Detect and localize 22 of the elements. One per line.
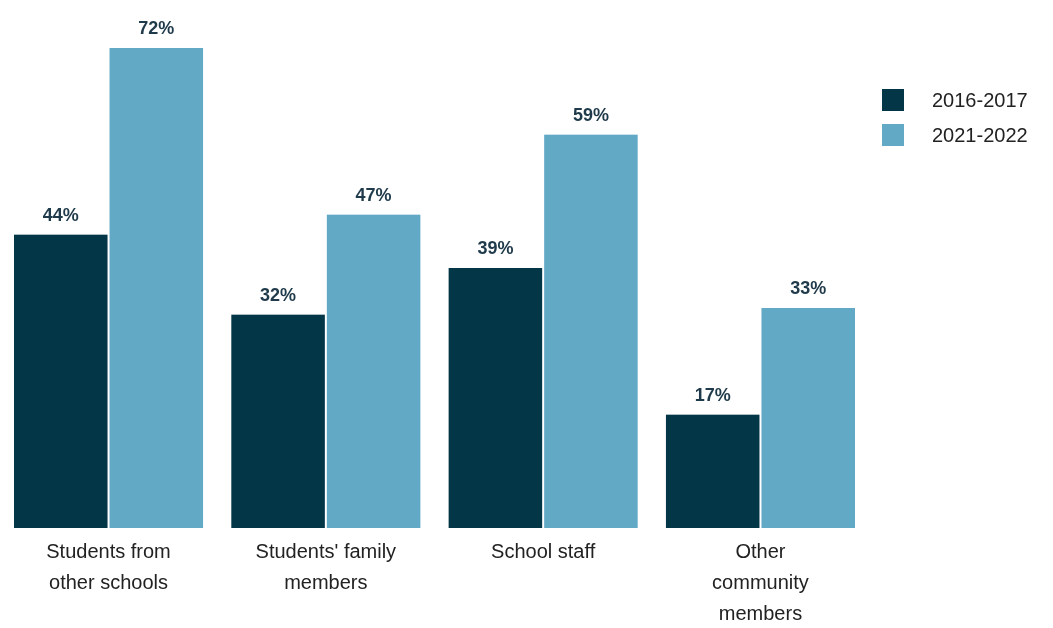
- legend-label: 2021-2022: [932, 124, 1028, 146]
- bar: [665, 414, 760, 528]
- x-tick-label: Other community members: [712, 540, 809, 624]
- data-label: 39%: [477, 238, 514, 258]
- data-label: 33%: [790, 278, 827, 298]
- bar: [14, 234, 108, 528]
- bar: [231, 314, 325, 528]
- bar: [448, 268, 543, 528]
- data-label: 32%: [260, 284, 297, 305]
- bar: [761, 308, 855, 528]
- data-label: 17%: [694, 384, 731, 405]
- bar: [109, 48, 204, 528]
- data-label: 59%: [572, 104, 609, 125]
- x-tick-label: School staff: [491, 540, 596, 562]
- legend-label: 2016-2017: [932, 89, 1028, 111]
- bar: [326, 214, 421, 528]
- data-label: 47%: [355, 184, 392, 205]
- x-tick-label: Students from other schools: [46, 540, 171, 593]
- data-label: 72%: [138, 18, 175, 38]
- bar: [544, 134, 638, 528]
- x-tick-label: Students' family members: [255, 540, 397, 593]
- data-label: 44%: [42, 204, 79, 225]
